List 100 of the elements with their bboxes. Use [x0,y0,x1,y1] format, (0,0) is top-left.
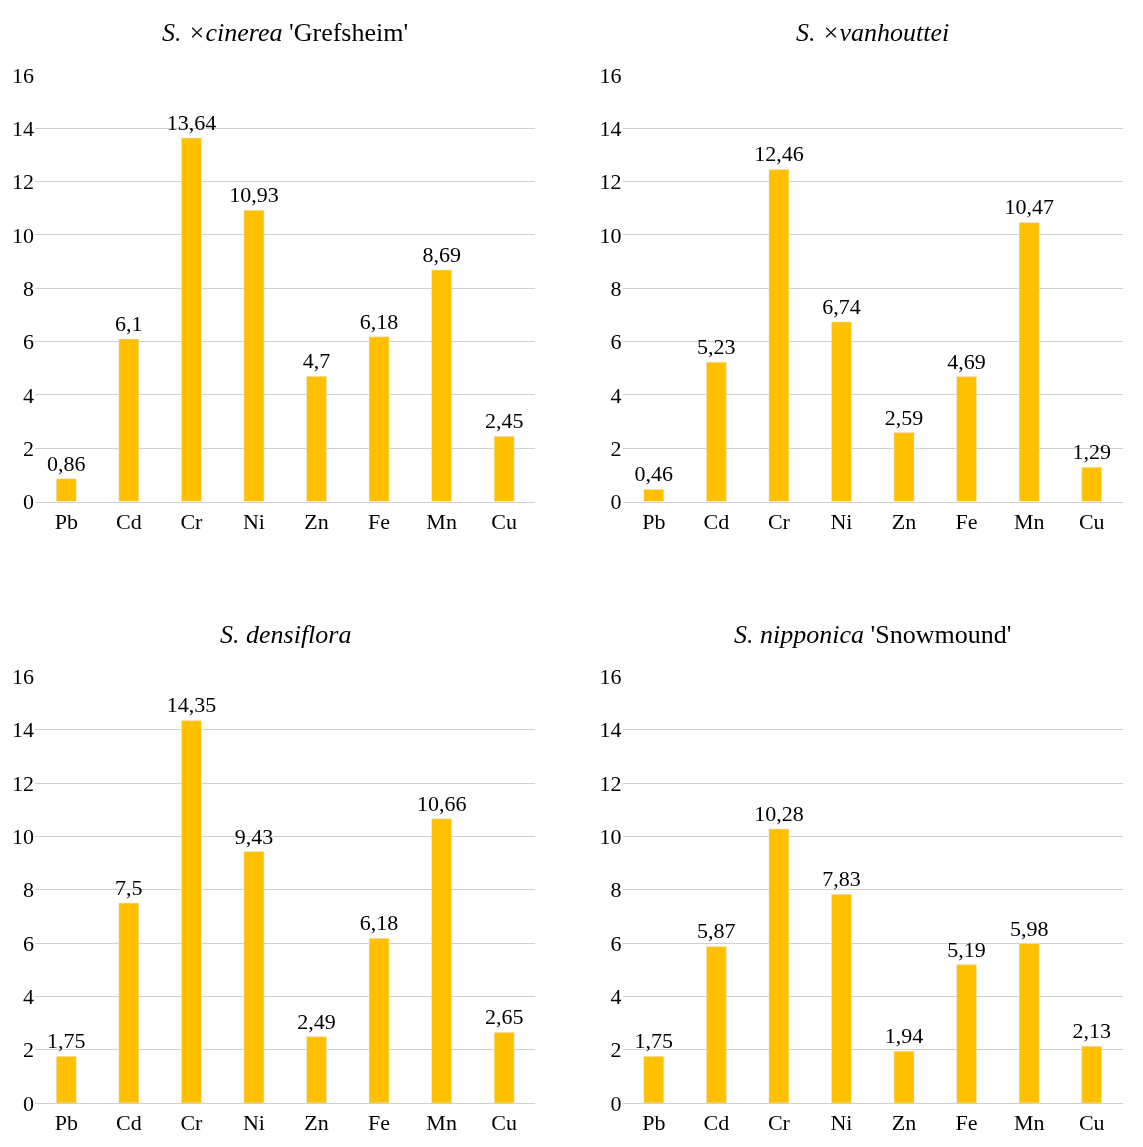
bar [893,1051,915,1103]
y-tick-label: 2 [610,435,622,461]
x-tick-label: Ni [242,509,265,535]
data-label: 0,86 [47,450,86,476]
bar [706,946,727,1103]
bar [56,1056,77,1103]
x-tick-label: Cd [116,1110,142,1136]
data-label: 7,5 [115,875,143,901]
x-tick-label: Pb [54,509,78,535]
data-label: 1,75 [634,1028,674,1054]
bar [431,269,452,502]
y-tick-label: 12 [599,169,622,195]
x-tick-label: Fe [955,509,978,535]
y-tick-label: 8 [23,276,34,302]
bar [643,1056,665,1103]
chart-title: S. ×vanhouttei [796,18,950,47]
y-tick-label: 2 [23,1037,34,1063]
data-label: 14,35 [166,692,217,718]
bar [643,489,665,502]
y-tick-label: 16 [12,664,34,690]
y-tick-label: 0 [23,489,34,515]
y-tick-label: 12 [599,770,622,796]
x-tick-label: Cr [180,1110,204,1136]
bar [243,209,265,502]
bar [956,964,977,1103]
data-label: 1,75 [47,1028,86,1054]
y-tick-label: 4 [23,984,34,1010]
x-tick-label: Fe [955,1110,978,1136]
bar [181,720,202,1103]
x-tick-label: Zn [891,509,917,535]
x-tick-label: Zn [304,509,329,535]
y-tick-label: 4 [610,984,622,1010]
y-tick-label: 14 [12,717,34,743]
bar [956,376,977,502]
data-label: 8,69 [422,241,461,267]
y-tick-label: 2 [23,435,34,461]
x-tick-label: Mn [426,509,457,535]
x-tick-label: Cu [491,1110,518,1136]
y-tick-label: 10 [12,222,34,248]
data-label: 4,69 [947,348,986,374]
y-tick-label: 0 [23,1090,34,1116]
y-tick-label: 0 [610,1090,622,1116]
bar [431,818,452,1103]
y-tick-label: 16 [599,62,622,88]
x-tick-label: Pb [54,1110,78,1136]
bar [493,1032,515,1103]
data-label: 5,19 [947,936,986,962]
bar [893,432,915,502]
y-tick-label: 8 [610,877,622,903]
data-label: 5,98 [1009,915,1049,941]
x-tick-label: Cd [703,1110,730,1136]
bar [306,1036,327,1103]
data-label: 10,66 [416,790,467,816]
data-label: 6,74 [822,293,861,319]
y-tick-label: 10 [599,824,622,850]
data-label: 2,65 [484,1004,524,1030]
bar [768,169,790,502]
bar [831,893,852,1103]
y-tick-label: 4 [610,382,622,408]
data-label: 2,49 [297,1008,336,1034]
data-label: 10,93 [229,182,279,208]
chart-title: S. nipponica 'Snowmound' [734,620,1012,649]
bar [368,336,390,502]
bar [368,937,390,1103]
x-tick-label: Mn [1013,509,1045,535]
y-tick-label: 14 [12,116,34,142]
data-label: 13,64 [166,109,217,135]
x-tick-label: Mn [426,1110,457,1136]
y-tick-label: 14 [599,717,622,743]
data-label: 2,45 [484,408,524,434]
x-tick-label: Cu [1078,1110,1105,1136]
x-tick-label: Fe [368,509,391,535]
chart-title: S. ×cinerea 'Grefsheim' [162,18,409,47]
bar [831,321,852,502]
x-tick-label: Cr [767,509,791,535]
data-label: 0,46 [634,461,674,487]
x-tick-label: Ni [830,1110,853,1136]
y-tick-label: 6 [23,329,34,355]
x-tick-label: Pb [642,509,666,535]
y-tick-label: 6 [610,329,622,355]
data-label: 12,46 [754,141,804,167]
data-label: 2,59 [884,404,924,430]
bar [493,436,515,502]
x-tick-label: Cr [767,1110,791,1136]
data-label: 1,94 [884,1023,924,1049]
y-tick-label: 16 [599,664,622,690]
data-label: 4,7 [302,348,331,374]
data-label: 9,43 [234,823,274,849]
x-tick-label: Pb [642,1110,666,1136]
y-tick-label: 10 [12,824,34,850]
bar [181,137,202,502]
x-tick-label: Zn [891,1110,917,1136]
y-tick-label: 12 [12,770,34,796]
chart-title: S. densiflora [220,620,352,649]
y-tick-label: 8 [23,877,34,903]
x-tick-label: Cr [180,509,204,535]
data-label: 6,1 [115,310,143,336]
y-tick-label: 4 [23,382,34,408]
x-tick-label: Cd [116,509,142,535]
data-label: 7,83 [822,866,861,892]
